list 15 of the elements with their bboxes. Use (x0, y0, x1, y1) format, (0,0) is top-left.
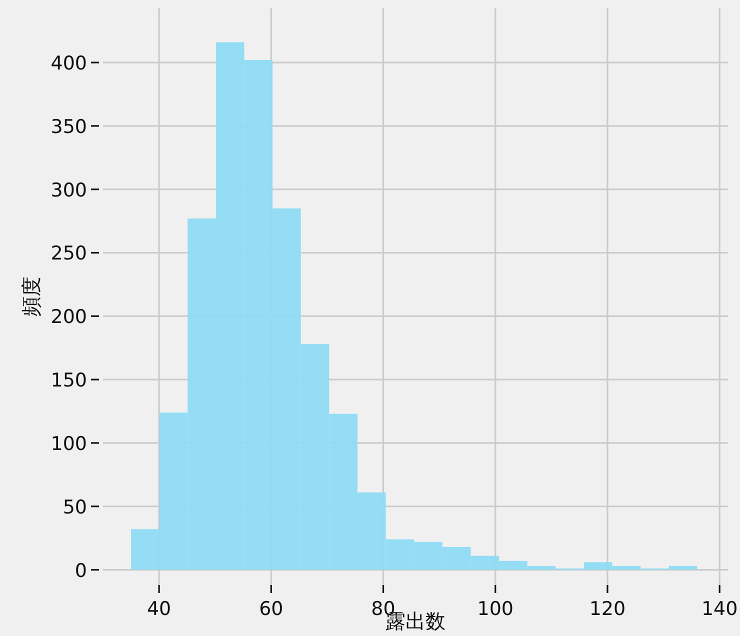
y-tick-label: 200 (50, 306, 87, 328)
y-tick-label: 0 (74, 560, 87, 582)
x-tick-label: 140 (701, 598, 738, 620)
x-tick-label: 60 (259, 598, 284, 620)
y-tick-label: 100 (50, 432, 87, 455)
x-tick-label: 40 (146, 598, 172, 620)
y-tick-label: 250 (50, 242, 87, 265)
y-tick-label: 400 (50, 52, 87, 75)
y-tick-label: 50 (62, 496, 87, 518)
x-tick-label: 120 (589, 598, 626, 620)
y-tick-label: 150 (50, 370, 87, 392)
x-tick-label: 100 (477, 598, 514, 620)
y-tick-label: 350 (50, 116, 87, 138)
y-axis-title: 頻度 (19, 276, 43, 316)
y-tick-label: 300 (50, 179, 87, 202)
